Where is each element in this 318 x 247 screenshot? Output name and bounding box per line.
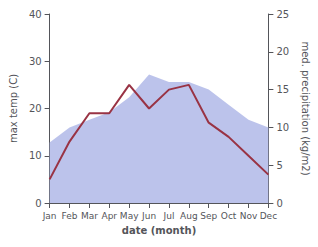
svg-text:20: 20 (276, 46, 289, 57)
svg-text:Sep: Sep (200, 211, 217, 221)
svg-text:Apr: Apr (101, 211, 117, 221)
svg-text:Jan: Jan (42, 211, 57, 221)
svg-text:Aug: Aug (180, 211, 198, 221)
svg-text:Feb: Feb (62, 211, 78, 221)
svg-text:May: May (120, 211, 139, 221)
svg-text:25: 25 (276, 9, 289, 20)
svg-text:10: 10 (29, 150, 42, 161)
svg-text:Nov: Nov (240, 211, 258, 221)
svg-text:Jul: Jul (163, 211, 175, 221)
svg-text:date (month): date (month) (122, 225, 196, 236)
svg-text:5: 5 (276, 160, 282, 171)
svg-text:20: 20 (29, 103, 42, 114)
svg-text:Oct: Oct (221, 211, 237, 221)
svg-text:15: 15 (276, 84, 289, 95)
svg-text:Dec: Dec (260, 211, 277, 221)
svg-text:Mar: Mar (81, 211, 98, 221)
svg-text:10: 10 (276, 122, 289, 133)
svg-text:0: 0 (276, 198, 282, 209)
svg-text:0: 0 (35, 198, 41, 209)
svg-text:max temp (C): max temp (C) (8, 74, 19, 143)
svg-text:30: 30 (29, 56, 42, 67)
svg-text:40: 40 (29, 9, 42, 20)
svg-text:med. precipitation (kg/m2): med. precipitation (kg/m2) (300, 41, 311, 175)
svg-text:Jun: Jun (141, 211, 156, 221)
